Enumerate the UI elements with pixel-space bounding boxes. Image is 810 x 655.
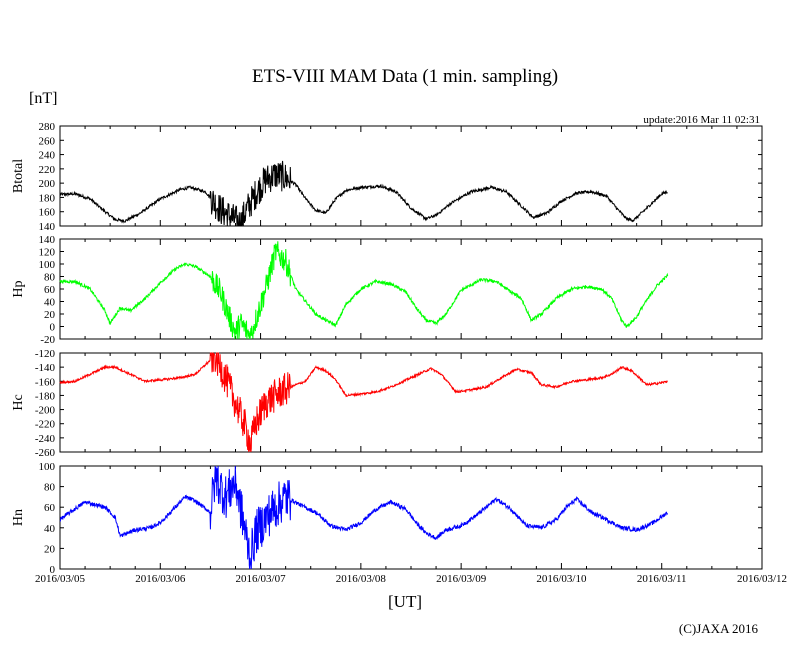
y-tick-label: -120	[35, 348, 56, 360]
y-tick-label: 200	[39, 178, 56, 190]
y-tick-label: 80	[44, 482, 56, 494]
y-tick-label: 20	[44, 309, 56, 321]
panel-frame-btotal	[59, 125, 763, 227]
x-tick-label: 2016/03/07	[236, 573, 287, 585]
y-tick-label: -260	[35, 447, 56, 459]
x-tick-label: 2016/03/10	[536, 573, 587, 585]
y-tick-label: 60	[44, 284, 56, 296]
series-hn	[59, 465, 669, 570]
y-tick-label: 0	[50, 322, 56, 334]
y-tick-label: -240	[35, 433, 56, 445]
x-tick-label: 2016/03/08	[336, 573, 387, 585]
y-tick-label: 120	[39, 247, 56, 259]
panel-label-hn: Hn	[11, 509, 26, 526]
y-tick-label: -180	[35, 390, 56, 402]
y-tick-label: 60	[44, 502, 56, 514]
y-tick-label: 180	[39, 192, 56, 204]
y-tick-label: 140	[39, 234, 56, 246]
panel-label-hc: Hc	[11, 394, 26, 410]
y-tick-label: 260	[39, 135, 56, 147]
y-tick-label: 20	[44, 543, 56, 555]
y-tick-label: 100	[39, 461, 56, 473]
y-tick-label: 80	[44, 272, 56, 284]
chart-title: ETS-VIII MAM Data (1 min. sampling)	[251, 66, 559, 87]
series-hc	[59, 352, 668, 453]
y-tick-label: 40	[44, 297, 56, 309]
y-tick-label: -220	[35, 419, 56, 431]
x-tick-label: 2016/03/05	[35, 573, 86, 585]
x-tick-label: 2016/03/11	[637, 573, 687, 585]
x-tick-label: 2016/03/09	[436, 573, 487, 585]
copyright-credit: (C)JAXA 2016	[678, 621, 758, 636]
y-tick-label: 160	[39, 207, 56, 219]
y-unit-label: [nT]	[29, 90, 58, 107]
y-tick-label: 100	[39, 259, 56, 271]
y-tick-label: -160	[35, 376, 56, 388]
y-tick-label: 40	[44, 523, 56, 535]
series-btotal	[59, 160, 668, 227]
x-axis-label: [UT]	[388, 592, 422, 611]
y-tick-label: 140	[39, 221, 56, 233]
panel-frame-hp	[59, 238, 763, 340]
series-hp	[59, 241, 669, 340]
y-tick-label: -200	[35, 405, 56, 417]
y-tick-label: -20	[40, 334, 55, 346]
y-tick-label: 220	[39, 164, 56, 176]
x-tick-label: 2016/03/12	[737, 573, 787, 585]
panel-label-hp: Hp	[11, 280, 26, 297]
panel-frame-hc	[59, 352, 763, 453]
y-tick-label: 0	[50, 564, 56, 576]
panel-label-btotal: Btotal	[11, 159, 26, 193]
y-tick-label: -140	[35, 362, 56, 374]
y-tick-label: 280	[39, 121, 56, 133]
update-timestamp: update:2016 Mar 11 02:31	[643, 114, 760, 126]
y-tick-label: 240	[39, 150, 56, 162]
x-tick-label: 2016/03/06	[135, 573, 186, 585]
